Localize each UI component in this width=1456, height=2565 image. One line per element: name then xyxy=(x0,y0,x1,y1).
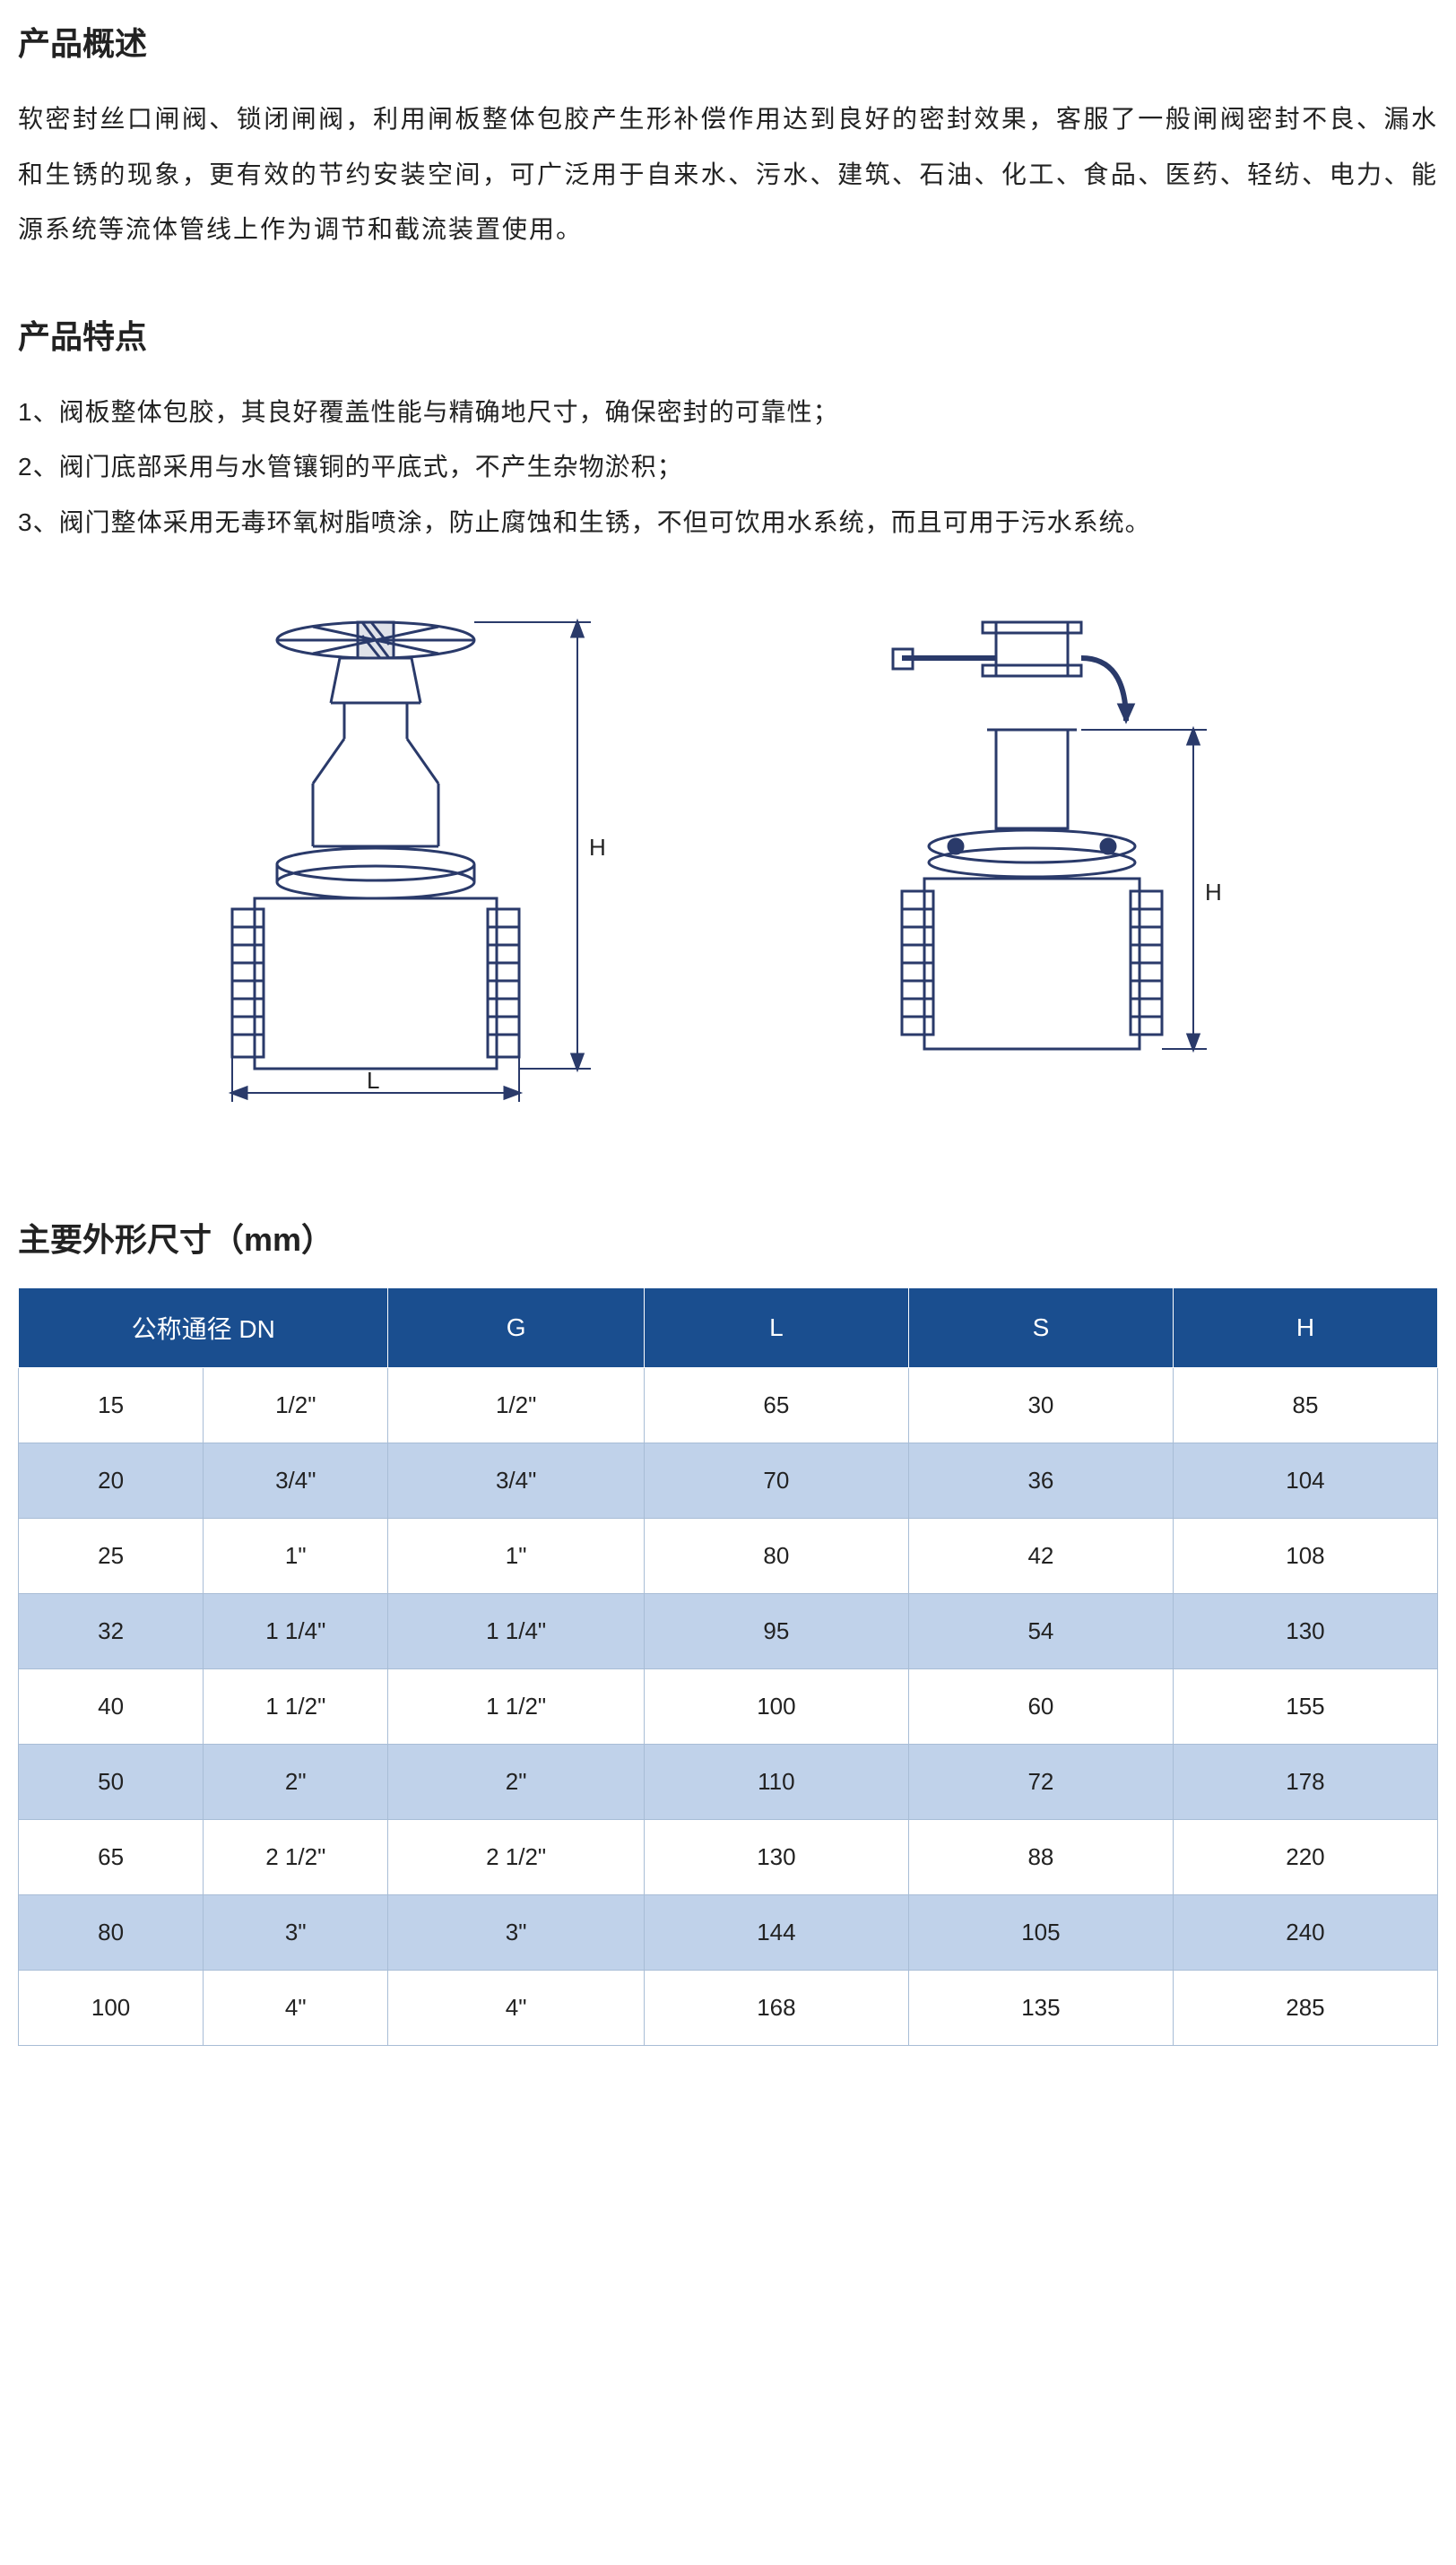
table-cell: 2 1/2" xyxy=(388,1819,645,1894)
table-cell: 285 xyxy=(1173,1970,1437,2045)
dimensions-section: 主要外形尺寸（mm） 公称通径 DN G L S H 151/2"1/2"653… xyxy=(18,1214,1438,2046)
table-row: 652 1/2"2 1/2"13088220 xyxy=(19,1819,1438,1894)
table-cell: 130 xyxy=(644,1819,908,1894)
table-cell: 30 xyxy=(908,1367,1173,1443)
table-row: 401 1/2"1 1/2"10060155 xyxy=(19,1668,1438,1744)
features-section: 产品特点 1、阀板整体包胶，其良好覆盖性能与精确地尺寸，确保密封的可靠性； 2、… xyxy=(18,311,1438,550)
table-cell: 104 xyxy=(1173,1443,1437,1518)
table-header-row: 公称通径 DN G L S H xyxy=(19,1287,1438,1367)
table-cell: 240 xyxy=(1173,1894,1437,1970)
table-cell: 72 xyxy=(908,1744,1173,1819)
table-cell: 1 1/2" xyxy=(204,1668,388,1744)
table-cell: 2" xyxy=(204,1744,388,1819)
table-cell: 95 xyxy=(644,1593,908,1668)
table-cell: 144 xyxy=(644,1894,908,1970)
table-cell: 1 1/2" xyxy=(388,1668,645,1744)
feature-item: 1、阀板整体包胶，其良好覆盖性能与精确地尺寸，确保密封的可靠性； xyxy=(18,385,1438,440)
table-cell: 1/2" xyxy=(388,1367,645,1443)
valve-side-diagram: H xyxy=(848,604,1252,1106)
table-cell: 4" xyxy=(204,1970,388,2045)
table-row: 803"3"144105240 xyxy=(19,1894,1438,1970)
table-cell: 1" xyxy=(204,1518,388,1593)
table-cell: 100 xyxy=(19,1970,204,2045)
table-cell: 1" xyxy=(388,1518,645,1593)
col-dn: 公称通径 DN xyxy=(19,1287,388,1367)
table-cell: 1/2" xyxy=(204,1367,388,1443)
table-cell: 220 xyxy=(1173,1819,1437,1894)
features-heading: 产品特点 xyxy=(18,311,1438,358)
feature-item: 3、阀门整体采用无毒环氧树脂喷涂，防止腐蚀和生锈，不但可饮用水系统，而且可用于污… xyxy=(18,495,1438,550)
table-cell: 50 xyxy=(19,1744,204,1819)
table-cell: 88 xyxy=(908,1819,1173,1894)
col-s: S xyxy=(908,1287,1173,1367)
table-cell: 3" xyxy=(204,1894,388,1970)
table-cell: 54 xyxy=(908,1593,1173,1668)
dimensions-table: 公称通径 DN G L S H 151/2"1/2"653085203/4"3/… xyxy=(18,1287,1438,2046)
table-cell: 85 xyxy=(1173,1367,1437,1443)
table-cell: 36 xyxy=(908,1443,1173,1518)
table-cell: 108 xyxy=(1173,1518,1437,1593)
overview-section: 产品概述 软密封丝口闸阀、锁闭闸阀，利用闸板整体包胶产生形补偿作用达到良好的密封… xyxy=(18,18,1438,257)
table-row: 203/4"3/4"7036104 xyxy=(19,1443,1438,1518)
table-cell: 1 1/4" xyxy=(388,1593,645,1668)
table-cell: 65 xyxy=(644,1367,908,1443)
table-row: 321 1/4"1 1/4"9554130 xyxy=(19,1593,1438,1668)
dim-h-label: H xyxy=(589,834,606,861)
table-cell: 80 xyxy=(19,1894,204,1970)
table-cell: 3" xyxy=(388,1894,645,1970)
dim-l-label: L xyxy=(367,1067,379,1094)
diagram-row: H L xyxy=(18,604,1438,1106)
table-cell: 42 xyxy=(908,1518,1173,1593)
table-cell: 1 1/4" xyxy=(204,1593,388,1668)
col-h: H xyxy=(1173,1287,1437,1367)
table-row: 502"2"11072178 xyxy=(19,1744,1438,1819)
table-cell: 20 xyxy=(19,1443,204,1518)
table-cell: 105 xyxy=(908,1894,1173,1970)
table-cell: 3/4" xyxy=(388,1443,645,1518)
dim-h-label: H xyxy=(1205,879,1222,906)
table-cell: 155 xyxy=(1173,1668,1437,1744)
table-cell: 25 xyxy=(19,1518,204,1593)
table-cell: 80 xyxy=(644,1518,908,1593)
table-cell: 70 xyxy=(644,1443,908,1518)
table-cell: 100 xyxy=(644,1668,908,1744)
table-row: 1004"4"168135285 xyxy=(19,1970,1438,2045)
table-cell: 32 xyxy=(19,1593,204,1668)
table-cell: 135 xyxy=(908,1970,1173,2045)
col-g: G xyxy=(388,1287,645,1367)
overview-heading: 产品概述 xyxy=(18,18,1438,65)
table-cell: 110 xyxy=(644,1744,908,1819)
table-cell: 65 xyxy=(19,1819,204,1894)
table-cell: 168 xyxy=(644,1970,908,2045)
table-cell: 2 1/2" xyxy=(204,1819,388,1894)
dimensions-heading: 主要外形尺寸（mm） xyxy=(18,1214,1438,1261)
feature-item: 2、阀门底部采用与水管镶铜的平底式，不产生杂物淤积； xyxy=(18,439,1438,495)
table-cell: 40 xyxy=(19,1668,204,1744)
table-cell: 15 xyxy=(19,1367,204,1443)
table-cell: 60 xyxy=(908,1668,1173,1744)
table-cell: 4" xyxy=(388,1970,645,2045)
table-cell: 178 xyxy=(1173,1744,1437,1819)
valve-front-diagram: H L xyxy=(205,604,654,1106)
table-row: 151/2"1/2"653085 xyxy=(19,1367,1438,1443)
table-cell: 2" xyxy=(388,1744,645,1819)
col-l: L xyxy=(644,1287,908,1367)
overview-text: 软密封丝口闸阀、锁闭闸阀，利用闸板整体包胶产生形补偿作用达到良好的密封效果，客服… xyxy=(18,91,1438,257)
table-cell: 3/4" xyxy=(204,1443,388,1518)
table-row: 251"1"8042108 xyxy=(19,1518,1438,1593)
table-cell: 130 xyxy=(1173,1593,1437,1668)
